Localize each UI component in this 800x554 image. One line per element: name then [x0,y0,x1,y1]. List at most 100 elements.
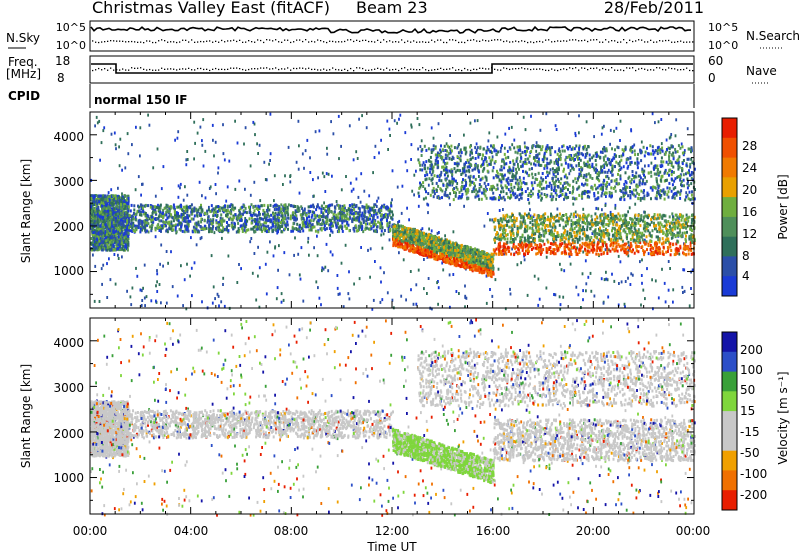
nsearch-dot [332,40,334,43]
pow-noise-cell [148,123,151,127]
pow-noise-cell [478,175,480,178]
pow-cell [251,227,254,231]
nave-dot [347,69,349,72]
pow-cell [161,224,164,228]
pow-noise-cell [398,251,400,255]
pow-noise-cell [273,174,276,178]
pow-noise-cell [651,112,654,116]
pow-cell [200,213,203,217]
pow-noise-cell [597,207,600,211]
pow-noise-cell [603,163,605,167]
pow-noise-cell [223,158,226,162]
pow-noise-cell [238,179,241,183]
pow-noise-cell [257,152,259,155]
pow-noise-cell [606,278,609,282]
pow-cell [292,222,295,226]
pow-cell [134,212,136,216]
nave-dot [287,67,289,69]
pow-noise-cell [229,209,232,212]
pow-cell [124,237,127,241]
pow-cell [263,213,266,217]
pow-noise-cell [177,195,180,199]
pow-cell [297,227,300,231]
nsearch-dot [281,41,283,43]
pow-cell [110,242,112,246]
pow-cell [184,205,187,209]
pow-cell [97,220,100,224]
nsearch-dot [593,39,595,41]
pow-cell [352,226,355,230]
pow-cell [174,225,177,229]
pow-cell [96,223,99,227]
pow-cell [227,223,230,227]
pow-cell [257,223,259,226]
pow-cell [485,252,488,255]
pow-noise-cell [452,273,455,276]
pow-cell [145,221,148,225]
pow-cell [185,228,188,232]
pow-cell [120,203,123,207]
nsearch-dot [461,41,463,43]
pow-noise-cell [508,126,510,130]
pow-cell [222,208,225,212]
pow-noise-cell [325,242,328,246]
pow-cell [331,203,334,207]
pow-noise-cell [409,270,412,273]
nsearch-dot [146,40,148,42]
pow-cell [124,248,126,252]
pow-noise-cell [126,132,129,136]
pow-cell [172,228,175,232]
pow-noise-cell [309,156,311,160]
pow-cell [283,216,286,220]
nsearch-dot [212,41,214,43]
pow-cell [379,211,381,215]
nsearch-dot [350,39,352,41]
pow-cell [216,225,219,229]
pow-cell [124,245,127,249]
nave-dot [575,67,577,69]
pow-cell [93,240,96,244]
pow-cell [260,225,263,228]
pow-noise-cell [335,200,338,203]
nave-dot [596,67,598,69]
pow-noise-cell [528,201,531,205]
pow-noise-cell [317,286,319,290]
pow-noise-cell [381,246,384,250]
pow-noise-cell [545,286,548,290]
pow-cell [123,240,126,244]
nsearch-dot [683,41,685,43]
nave-dot [380,68,382,70]
pow-noise-cell [160,243,163,247]
pow-cell [134,224,137,228]
pow-noise-cell [537,303,540,307]
pow-cell [173,205,176,209]
pow-noise-cell [299,277,302,281]
pow-cell [105,211,108,215]
pow-cell [146,223,148,227]
pow-cell [149,205,152,209]
pow-noise-cell [427,277,430,280]
pow-cell [168,209,171,213]
pow-cell [361,205,364,209]
pow-cell [100,246,102,250]
pow-noise-cell [115,147,117,151]
pow-cell [117,242,120,246]
pow-noise-cell [273,199,275,203]
pow-cell [322,212,325,216]
pow-cell [446,248,449,252]
pow-noise-cell [644,297,646,301]
nsearch-dot [482,39,484,41]
pow-noise-cell [405,298,407,302]
pow-cell [101,198,104,202]
pow-cell [469,267,471,271]
pow-cell [111,202,114,205]
pow-cell [105,239,108,243]
pow-cell [183,216,186,220]
pow-cell [222,219,225,223]
pow-noise-cell [189,274,191,278]
pow-cell [274,211,277,215]
nave-tick-top: 60 [708,54,723,68]
pow-noise-cell [412,302,415,306]
pow-cell [222,210,225,214]
pow-cell [314,216,317,220]
